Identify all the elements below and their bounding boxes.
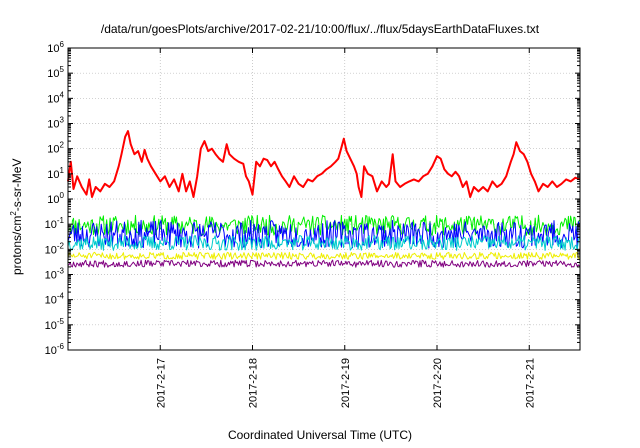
y-tick-label: 10-1 <box>45 216 65 231</box>
x-tick-label: 2017-2-19 <box>340 358 352 408</box>
series-line-1 <box>67 130 581 198</box>
tick-group: 10-6 10-5 10-4 10-3 10-2 10-1 100 101 102 103 104 1… <box>45 40 580 408</box>
y-tick-label: 106 <box>47 40 64 55</box>
x-tick-label: 2017-2-18 <box>248 358 260 408</box>
x-tick-label: 2017-2-20 <box>432 358 444 408</box>
y-tick-label: 10-6 <box>45 342 65 357</box>
y-tick-label: 102 <box>47 141 64 156</box>
y-tick-label: 10-5 <box>45 317 65 332</box>
y-tick-label: 10-3 <box>45 267 65 282</box>
y-tick-label: 105 <box>47 65 64 80</box>
y-tick-label: 10-2 <box>45 241 65 256</box>
x-tick-label: 2017-2-17 <box>155 358 167 408</box>
y-tick-label: 104 <box>47 90 64 105</box>
x-axis-label: Coordinated Universal Time (UTC) <box>227 428 413 442</box>
x-tick-label: 2017-2-21 <box>524 358 536 408</box>
grid <box>68 48 580 350</box>
y-axis-label: protons/cm2-s-sr-MeV <box>9 158 24 275</box>
y-tick-label: 103 <box>47 116 64 131</box>
chart-title: /data/run/goesPlots/archive/2017-02-21/1… <box>100 22 540 36</box>
series-group <box>67 130 581 268</box>
y-tick-label: 10-4 <box>45 292 65 307</box>
y-tick-label: 100 <box>47 191 64 206</box>
series-line-4 <box>67 234 580 251</box>
series-line-5 <box>67 251 580 260</box>
series-line-6 <box>67 259 580 268</box>
y-tick-label: 101 <box>47 166 64 181</box>
